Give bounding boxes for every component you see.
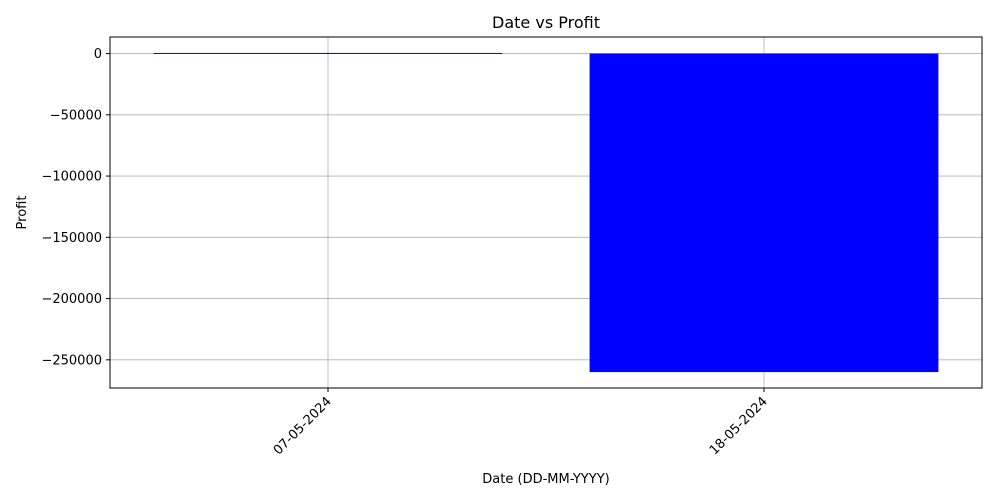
- chart-title: Date vs Profit: [492, 13, 600, 32]
- y-tick-label: −250000: [41, 353, 102, 368]
- y-tick-label: −100000: [41, 170, 102, 185]
- x-tick-label: 18-05-2024: [707, 394, 771, 458]
- bars: [153, 52, 939, 373]
- y-tick-label: −150000: [41, 231, 102, 246]
- x-tick-label: 07-05-2024: [271, 394, 335, 458]
- bar-07-05-2024: [153, 52, 503, 54]
- x-axis-ticks: 07-05-2024 18-05-2024: [271, 388, 771, 458]
- y-tick-label: −200000: [41, 292, 102, 307]
- plot-frame: [109, 36, 983, 389]
- bar-18-05-2024: [589, 53, 939, 373]
- y-axis-ticks: 0 −50000 −100000 −150000 −200000 −250000: [41, 47, 110, 368]
- y-axis-label: Profit: [15, 196, 30, 230]
- x-axis-label: Date (DD-MM-YYYY): [482, 472, 609, 487]
- y-tick-label: −50000: [50, 108, 102, 123]
- y-tick-label: 0: [94, 47, 102, 62]
